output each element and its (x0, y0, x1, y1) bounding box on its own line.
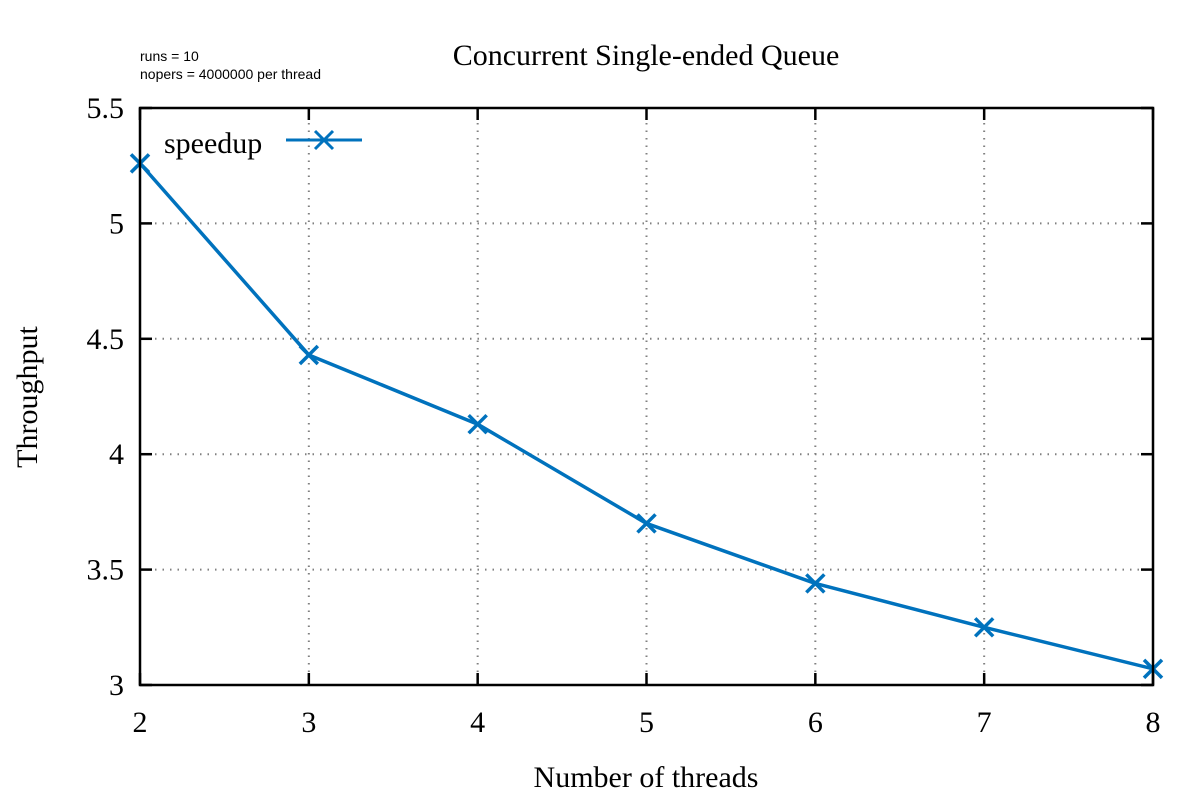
chart-title: Concurrent Single-ended Queue (453, 39, 840, 72)
x-tick-label: 2 (133, 706, 148, 739)
x-tick-label: 8 (1146, 706, 1161, 739)
annotation-runs: runs = 10 (140, 48, 199, 64)
x-tick-label: 4 (470, 706, 485, 739)
y-tick-label: 3 (109, 669, 124, 702)
data-point (973, 617, 995, 638)
legend-label: speedup (164, 127, 262, 160)
x-axis-label: Number of threads (534, 761, 759, 794)
y-axis-label: Throughput (11, 326, 44, 468)
x-tick-label: 5 (639, 706, 654, 739)
y-tick-label: 5.5 (87, 92, 125, 125)
grid (140, 108, 1153, 685)
y-tick-label: 5 (109, 207, 124, 240)
series-layer (129, 153, 1164, 680)
x-tick-label: 6 (808, 706, 823, 739)
data-point (467, 413, 488, 435)
data-point (298, 344, 320, 366)
data-point (636, 513, 657, 534)
legend-marker (313, 129, 335, 151)
y-tick-label: 4 (109, 438, 124, 471)
x-tick-label: 3 (301, 706, 316, 739)
legend: speedup (164, 127, 362, 160)
y-tick-label: 4.5 (87, 323, 125, 356)
plot-frame (138, 106, 1155, 687)
x-tick-label: 7 (977, 706, 992, 739)
data-point (805, 573, 826, 594)
annotation-nopers: nopers = 4000000 per thread (140, 66, 321, 82)
y-tick-label: 3.5 (87, 554, 125, 587)
